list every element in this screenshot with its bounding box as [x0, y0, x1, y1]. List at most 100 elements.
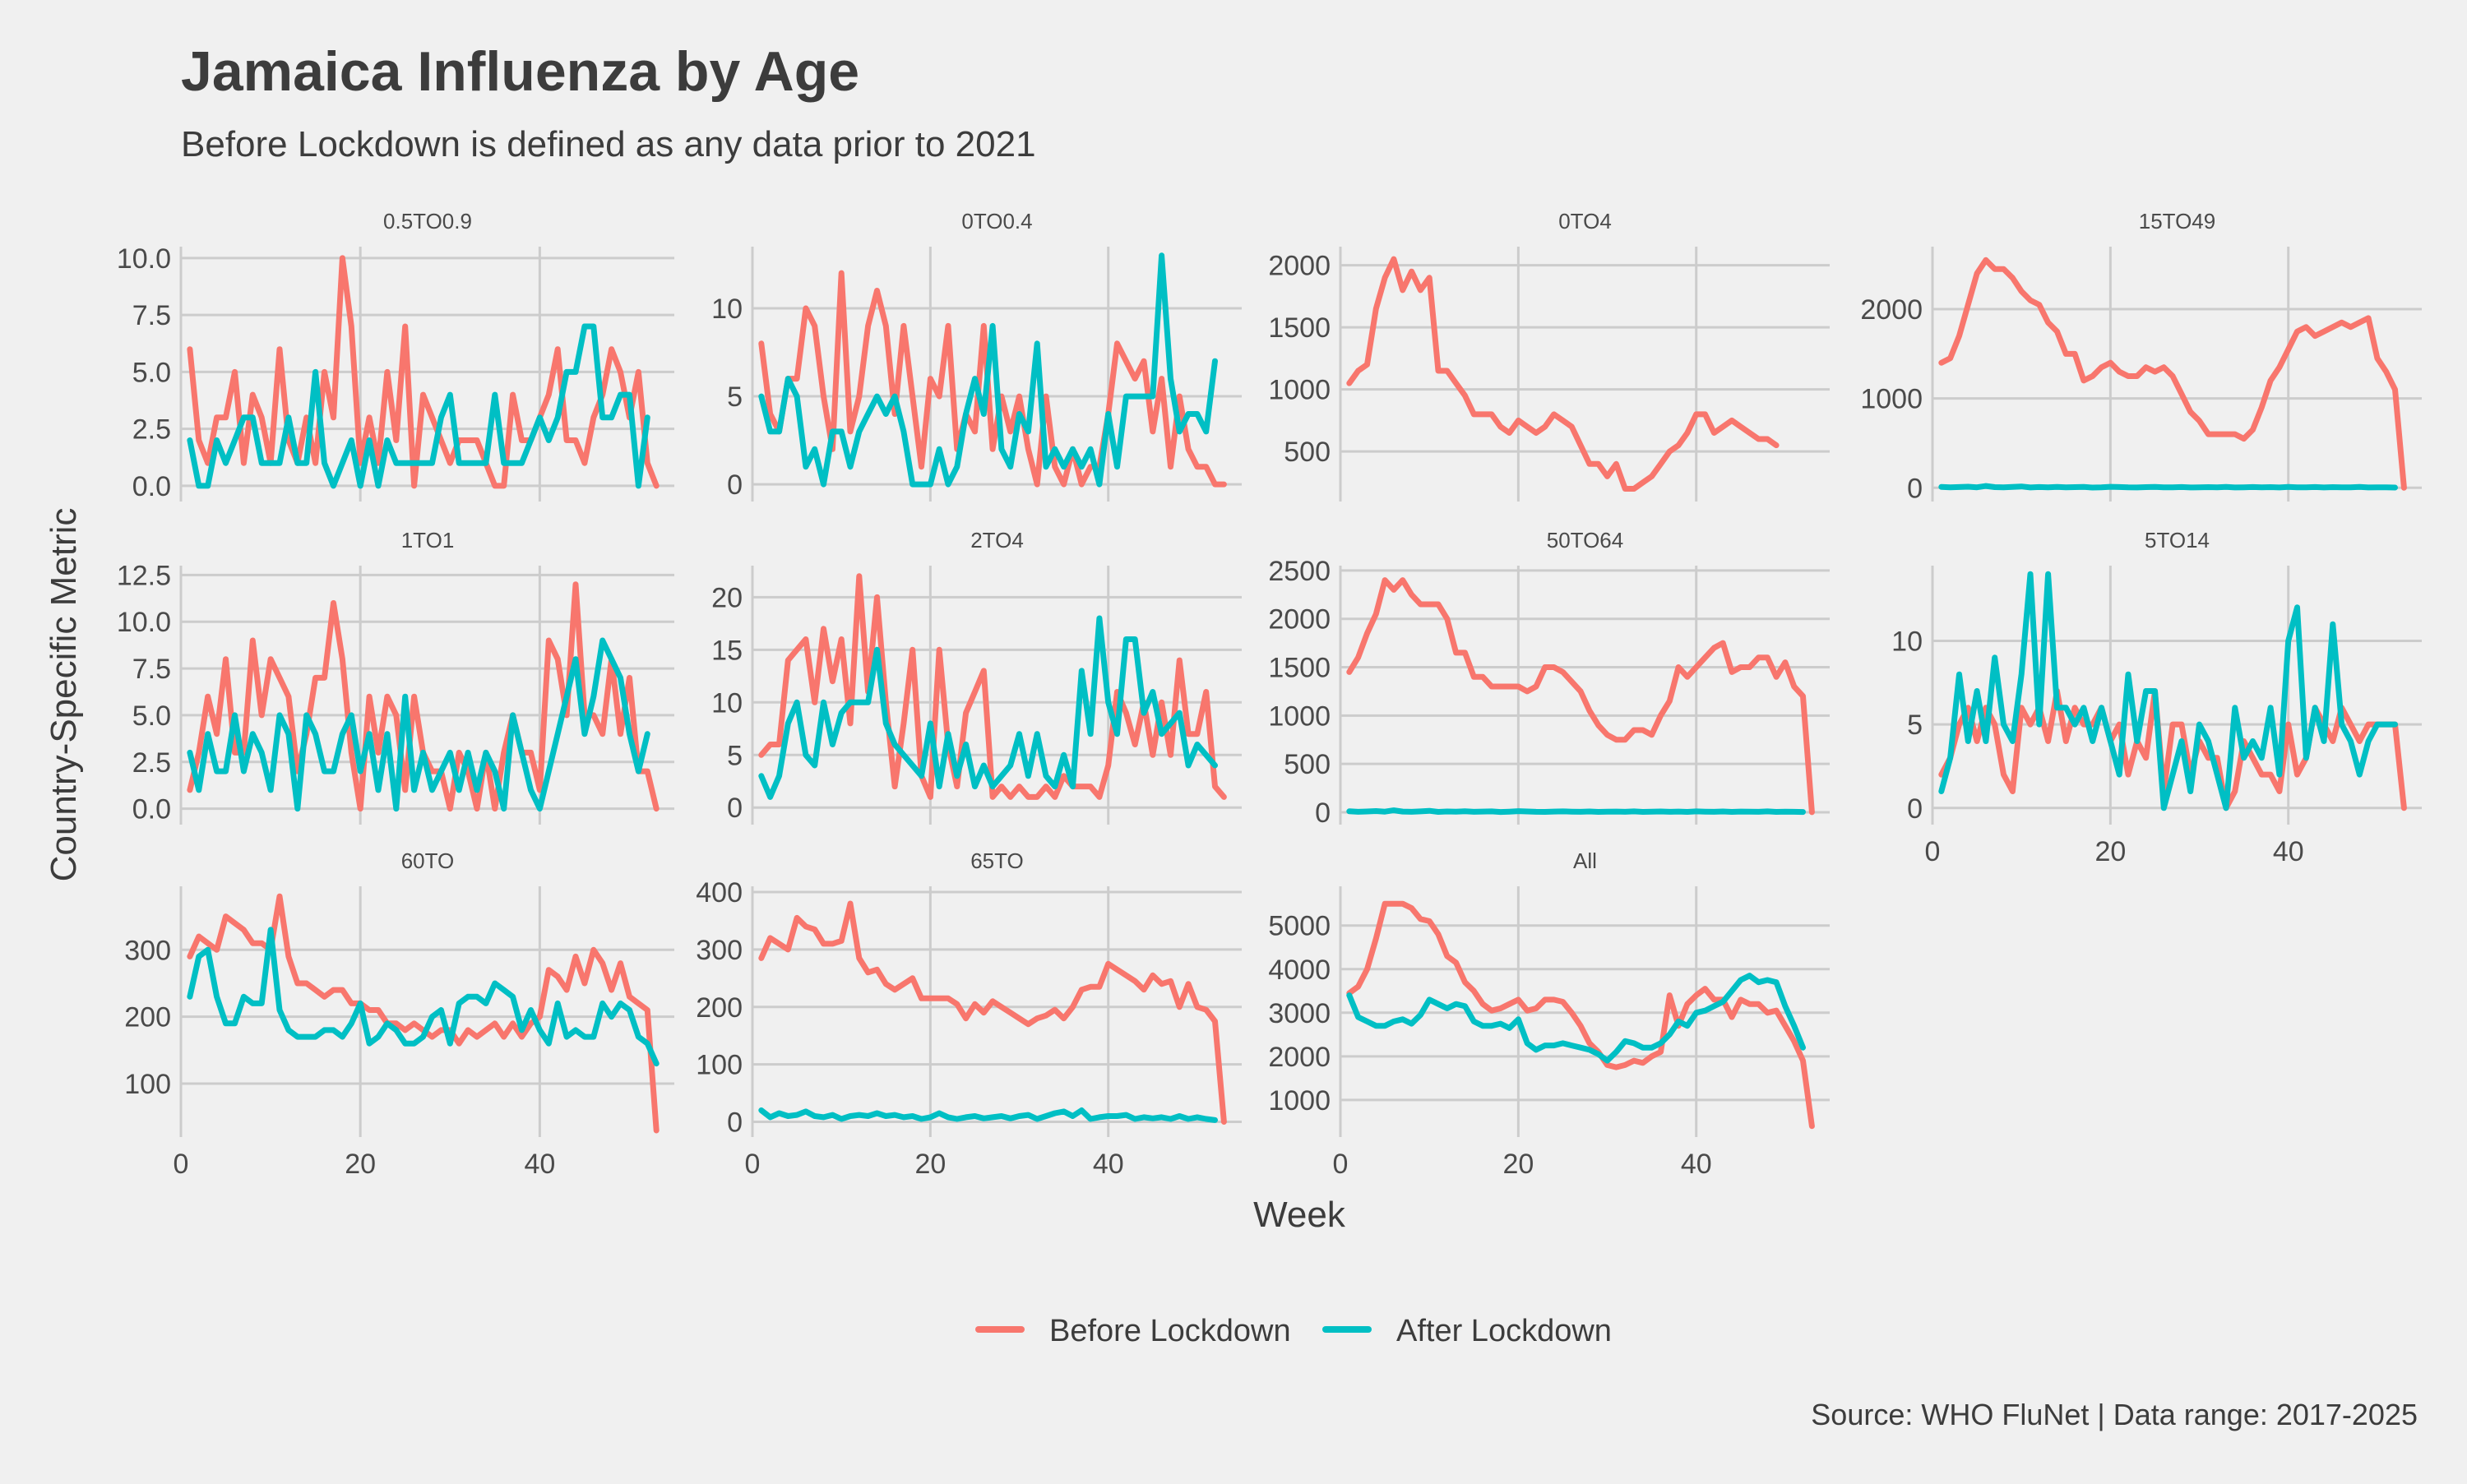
legend-label: Before Lockdown	[1049, 1314, 1291, 1348]
series-line-before-lockdown	[187, 255, 660, 489]
y-axis-title: Country-Specific Metric	[44, 508, 84, 882]
y-tick-label: 200	[696, 992, 743, 1024]
y-tick-label: 400	[696, 877, 743, 908]
y-tick-label: 0	[1315, 797, 1331, 829]
series-line-after-lockdown	[187, 637, 650, 812]
y-tick-label: 1000	[1268, 1085, 1331, 1116]
chart-title: Jamaica Influenza by Age	[181, 40, 859, 103]
facet-panel: 65TO 0 100 200 300 400 0 20 40	[696, 848, 1242, 1180]
x-tick-label: 20	[345, 1149, 376, 1180]
y-tick-label: 20	[711, 582, 743, 613]
y-tick-label: 3000	[1268, 998, 1331, 1029]
facet-strip-label: 50TO64	[1547, 528, 1623, 552]
chart-caption: Source: WHO FluNet | Data range: 2017-20…	[1811, 1398, 2418, 1431]
y-tick-label: 2000	[1268, 251, 1331, 282]
legend-label: After Lockdown	[1396, 1314, 1612, 1348]
y-tick-label: 2000	[1860, 294, 1923, 326]
x-tick-label: 40	[524, 1149, 555, 1180]
y-tick-label: 300	[124, 935, 171, 966]
y-tick-label: 0	[1907, 793, 1923, 825]
y-tick-label: 5.0	[132, 357, 171, 388]
series-line-after-lockdown	[1938, 483, 2398, 491]
x-tick-label: 20	[1502, 1149, 1534, 1180]
y-tick-label: 7.5	[132, 300, 171, 331]
y-tick-label: 2.5	[132, 747, 171, 779]
y-tick-label: 5	[1907, 710, 1923, 741]
facet-strip-label: 15TO49	[2139, 209, 2215, 233]
series-line-before-lockdown	[187, 581, 660, 812]
y-tick-label: 1000	[1860, 384, 1923, 415]
y-tick-label: 1500	[1268, 653, 1331, 684]
y-tick-label: 500	[1284, 749, 1331, 780]
x-tick-label: 40	[1093, 1149, 1124, 1180]
y-tick-label: 300	[696, 935, 743, 966]
x-axis-title: Week	[1253, 1195, 1346, 1235]
legend-item: After Lockdown	[1322, 1314, 1612, 1348]
facet-panels: 0.5TO0.90.02.55.07.510.00TO0.405100TO450…	[117, 209, 2422, 1180]
y-tick-label: 10.0	[117, 607, 171, 638]
series-line-before-lockdown	[758, 573, 1227, 800]
facet-panel: All 1000 2000 3000 4000 5000 0 20 40	[1268, 848, 1830, 1180]
series-line-after-lockdown	[758, 1107, 1218, 1123]
y-tick-label: 7.5	[132, 654, 171, 685]
y-tick-label: 2000	[1268, 1042, 1331, 1073]
facet-panel: 50TO64 0 500 1000 1500 2000 2500	[1268, 528, 1830, 829]
x-tick-label: 40	[2273, 836, 2304, 867]
facet-panel: 1TO1 0.0 2.5 5.0 7.5 10.0 12.5	[117, 528, 674, 825]
facet-panel: 5TO14 0 5 10 0 20 40	[1891, 528, 2422, 867]
series-line-before-lockdown	[1938, 688, 2407, 811]
series-line-after-lockdown	[187, 323, 650, 489]
y-tick-label: 15	[711, 635, 743, 666]
y-tick-label: 5000	[1268, 911, 1331, 942]
series-line-after-lockdown	[1938, 571, 2398, 811]
series-line-before-lockdown	[1346, 577, 1815, 816]
series-line-after-lockdown	[187, 927, 660, 1067]
y-tick-label: 10	[1891, 626, 1923, 657]
y-tick-label: 10	[711, 294, 743, 325]
facet-strip-label: 60TO	[401, 848, 455, 873]
facet-strip-label: 0TO4	[1558, 209, 1612, 233]
facet-strip-label: 65TO	[970, 848, 1024, 873]
y-tick-label: 10	[711, 687, 743, 719]
facet-panel: 2TO4 0 5 10 15 20	[711, 528, 1242, 825]
y-tick-label: 2.5	[132, 414, 171, 446]
y-tick-label: 200	[124, 1002, 171, 1033]
y-tick-label: 5.0	[132, 700, 171, 732]
facet-panel: 0TO4 500 1000 1500 2000	[1268, 209, 1830, 502]
series-line-after-lockdown	[1346, 973, 1806, 1064]
y-tick-label: 0	[727, 793, 743, 824]
x-tick-label: 40	[1681, 1149, 1712, 1180]
x-tick-label: 0	[1925, 836, 1941, 867]
y-tick-label: 12.5	[117, 560, 171, 591]
series-line-before-lockdown	[1938, 257, 2407, 491]
y-tick-label: 10.0	[117, 243, 171, 275]
y-tick-label: 100	[696, 1050, 743, 1081]
y-tick-label: 1000	[1268, 375, 1331, 406]
y-tick-label: 100	[124, 1069, 171, 1100]
x-tick-label: 20	[2094, 836, 2126, 867]
x-tick-label: 0	[1333, 1149, 1349, 1180]
legend: Before Lockdown After Lockdown	[975, 1314, 1612, 1348]
x-tick-label: 0	[174, 1149, 189, 1180]
facet-panel: 0.5TO0.9 0.0 2.5 5.0 7.5 10.0	[117, 209, 674, 502]
y-tick-label: 0.0	[132, 794, 171, 825]
y-tick-label: 1000	[1268, 700, 1331, 732]
y-tick-label: 1500	[1268, 312, 1331, 344]
series-line-before-lockdown	[758, 270, 1227, 488]
series-line-after-lockdown	[758, 252, 1218, 488]
facet-panel: 60TO 100 200 300 0 20 40	[124, 848, 674, 1180]
y-tick-label: 0	[727, 469, 743, 501]
series-line-after-lockdown	[1346, 807, 1806, 816]
facet-strip-label: All	[1573, 848, 1597, 873]
y-tick-label: 0	[727, 1107, 743, 1139]
facet-strip-label: 2TO4	[970, 528, 1024, 552]
series-line-before-lockdown	[187, 893, 660, 1134]
series-line-before-lockdown	[1346, 900, 1815, 1130]
series-line-before-lockdown	[758, 900, 1227, 1125]
y-tick-label: 500	[1284, 437, 1331, 468]
series-line-before-lockdown	[1346, 256, 1780, 492]
y-tick-label: 2000	[1268, 604, 1331, 636]
y-tick-label: 5	[727, 740, 743, 771]
